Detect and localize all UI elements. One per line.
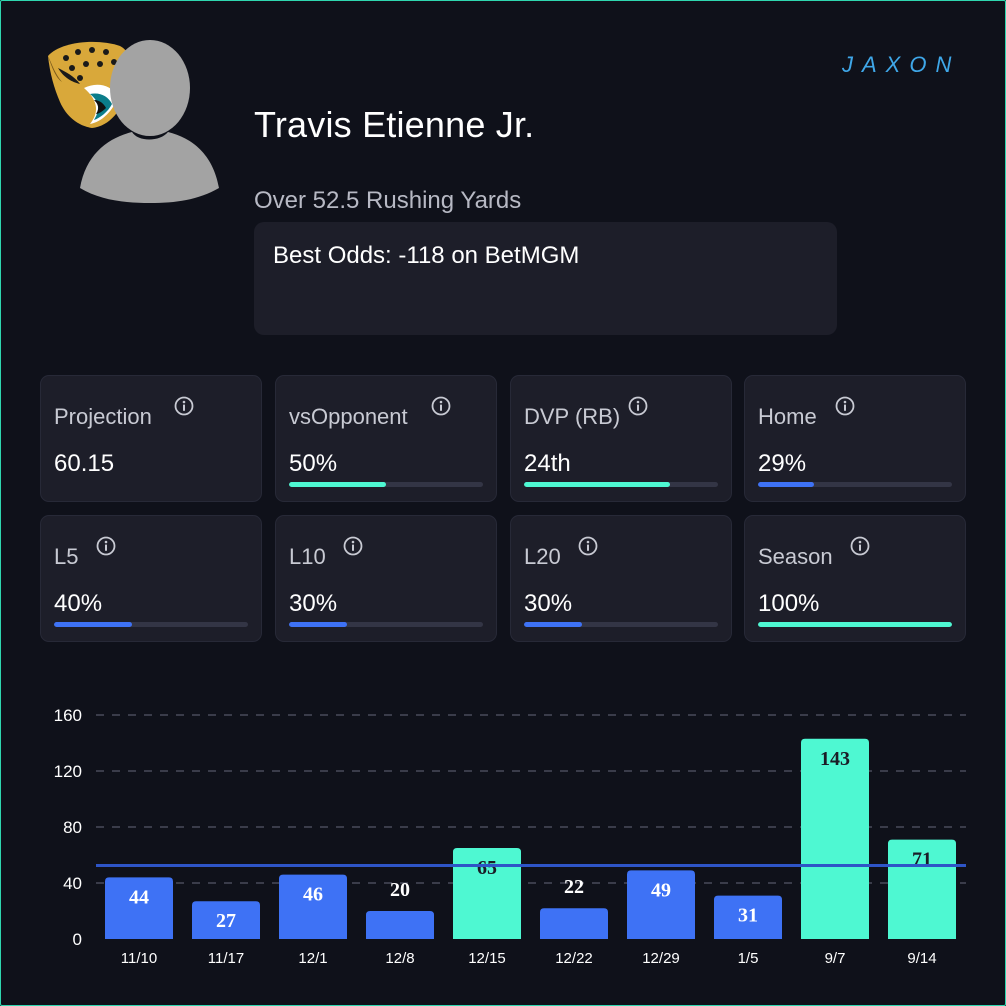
bar — [279, 874, 347, 939]
stat-value: 50% — [289, 450, 338, 477]
progress-fill — [289, 482, 386, 487]
stat-label: DVP (RB) — [524, 404, 621, 429]
odds-box: Best Odds: -118 on BetMGM — [254, 222, 837, 335]
stat-value: 29% — [758, 450, 807, 477]
jaguars-logo — [48, 41, 132, 129]
stat-card-projection: Projection 60.15 — [40, 375, 262, 502]
bar — [192, 901, 260, 939]
info-icon[interactable] — [174, 396, 194, 416]
stat-card-l5: L5 40% — [40, 515, 262, 642]
prop-line: Over 52.5 Rushing Yards — [254, 187, 522, 214]
bar-value-label: 65 — [477, 857, 497, 879]
stat-label: L5 — [54, 544, 79, 569]
best-odds-text: Best Odds: -118 on BetMGM — [273, 242, 580, 269]
stat-value: 40% — [54, 590, 103, 617]
x-tick-label: 9/7 — [825, 950, 846, 967]
progress-fill — [54, 622, 132, 627]
progress-track — [289, 482, 483, 487]
progress-fill — [758, 622, 952, 627]
progress-fill — [524, 482, 670, 487]
progress-fill — [758, 482, 815, 487]
info-icon[interactable] — [431, 396, 451, 416]
info-icon[interactable] — [835, 396, 855, 416]
bar-value-label: 46 — [303, 884, 323, 906]
player-name: Travis Etienne Jr. — [254, 104, 535, 145]
stat-card-home: Home 29% — [744, 375, 966, 502]
stat-card-season: Season 100% — [744, 515, 966, 642]
stat-label: L20 — [524, 544, 561, 569]
progress-track — [54, 622, 248, 627]
progress-track — [758, 622, 952, 627]
bar — [453, 848, 521, 939]
stat-label: vsOpponent — [289, 404, 408, 429]
bar-value-label: 49 — [651, 879, 671, 901]
stat-label: Projection — [54, 404, 152, 429]
info-icon[interactable] — [343, 536, 363, 556]
x-tick-label: 12/22 — [555, 950, 593, 967]
x-tick-label: 12/1 — [298, 950, 327, 967]
bar — [366, 911, 434, 939]
bar-value-label: 31 — [738, 905, 758, 927]
progress-track — [289, 622, 483, 627]
stat-label: L10 — [289, 544, 326, 569]
stat-value: 30% — [524, 590, 573, 617]
player-silhouette-icon — [80, 40, 219, 203]
bar-value-label: 44 — [129, 886, 149, 908]
stat-value: 60.15 — [54, 450, 115, 477]
jaxon-logo: JAXON — [842, 52, 960, 77]
x-tick-label: 12/8 — [385, 950, 414, 967]
stat-value: 100% — [758, 590, 820, 617]
player-avatar — [44, 38, 219, 203]
stat-value: 24th — [524, 450, 571, 477]
jaxon-logo-text: JAXON — [842, 52, 960, 77]
y-tick-label: 160 — [54, 706, 82, 725]
progress-track — [758, 482, 952, 487]
info-icon[interactable] — [628, 396, 648, 416]
bar-value-label: 22 — [564, 876, 584, 898]
bar — [714, 895, 782, 939]
bar — [801, 738, 869, 939]
progress-track — [524, 622, 718, 627]
progress-fill — [289, 622, 348, 627]
stat-card-vs-opponent: vsOpponent 50% — [275, 375, 497, 502]
x-tick-label: 9/14 — [907, 950, 936, 967]
stat-card-l20: L20 30% — [510, 515, 732, 642]
bar — [105, 877, 173, 939]
info-icon[interactable] — [850, 536, 870, 556]
game-log-bar-chart: 0 40 80 120 160 44 11/10 27 11/17 46 12/1 20 12/8 65 1… — [54, 706, 966, 967]
x-tick-label: 11/17 — [208, 950, 244, 967]
y-tick-label: 40 — [63, 874, 82, 893]
x-tick-label: 12/15 — [468, 950, 506, 967]
x-tick-label: 11/10 — [121, 950, 157, 967]
progress-fill — [524, 622, 583, 627]
bar — [627, 870, 695, 939]
x-tick-label: 1/5 — [738, 950, 759, 967]
bar-value-label: 27 — [216, 910, 236, 932]
stat-label: Home — [758, 404, 817, 429]
progress-track — [524, 482, 718, 487]
bar — [540, 908, 608, 939]
bar-value-label: 71 — [912, 849, 932, 871]
info-icon[interactable] — [96, 536, 116, 556]
stat-value: 30% — [289, 590, 338, 617]
y-tick-label: 80 — [63, 818, 82, 837]
info-icon[interactable] — [578, 536, 598, 556]
y-tick-label: 120 — [54, 762, 82, 781]
stat-label: Season — [758, 544, 833, 569]
bar-value-label: 20 — [390, 879, 410, 901]
bar-value-label: 143 — [820, 748, 850, 770]
y-tick-label: 0 — [73, 930, 82, 949]
x-tick-label: 12/29 — [642, 950, 680, 967]
stat-card-dvp: DVP (RB) 24th — [510, 375, 732, 502]
stat-card-l10: L10 30% — [275, 515, 497, 642]
